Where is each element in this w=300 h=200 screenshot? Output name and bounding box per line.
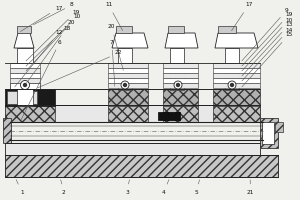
Bar — [163, 68, 198, 73]
Bar — [213, 68, 260, 73]
Text: 8: 8 — [34, 2, 74, 25]
Bar — [7, 91, 37, 104]
Bar — [213, 78, 260, 83]
Bar — [108, 78, 148, 83]
Polygon shape — [14, 33, 34, 48]
Text: 21: 21 — [247, 180, 254, 194]
Bar — [10, 83, 40, 89]
Bar — [5, 105, 260, 122]
Text: 10: 10 — [242, 18, 292, 71]
Polygon shape — [215, 33, 258, 48]
Text: 2: 2 — [61, 180, 66, 194]
Bar — [213, 89, 260, 106]
Bar — [5, 143, 260, 155]
Text: 12: 12 — [15, 30, 62, 87]
Circle shape — [230, 84, 233, 86]
Text: 9: 9 — [242, 7, 289, 61]
Polygon shape — [112, 33, 148, 48]
Text: 3: 3 — [125, 180, 129, 194]
Text: 10: 10 — [26, 15, 80, 66]
Text: 5: 5 — [195, 180, 200, 194]
Bar — [163, 63, 198, 68]
Bar — [5, 105, 55, 122]
Bar — [275, 122, 283, 132]
Bar — [225, 48, 239, 90]
Text: 19: 19 — [242, 12, 292, 66]
Bar — [213, 83, 260, 88]
Text: 4: 4 — [162, 180, 169, 194]
Circle shape — [23, 84, 26, 86]
Text: 17: 17 — [232, 2, 252, 31]
Bar — [163, 89, 198, 106]
Bar — [213, 73, 260, 78]
Bar — [10, 68, 40, 73]
Bar — [260, 118, 278, 148]
Bar — [163, 105, 198, 122]
Bar — [3, 118, 11, 143]
Bar — [10, 78, 40, 83]
Text: 17: 17 — [20, 5, 62, 32]
Text: 19: 19 — [26, 9, 80, 61]
Bar — [5, 155, 278, 177]
Circle shape — [20, 80, 29, 90]
Circle shape — [121, 81, 129, 89]
Bar — [108, 89, 148, 106]
Text: 11: 11 — [105, 2, 123, 31]
Bar — [163, 83, 198, 88]
Bar — [108, 83, 148, 88]
Circle shape — [124, 84, 127, 86]
Circle shape — [174, 81, 182, 89]
Text: 6: 6 — [21, 40, 62, 120]
Bar — [213, 63, 260, 68]
Bar — [10, 73, 40, 78]
Bar — [10, 63, 40, 68]
Bar — [158, 112, 180, 120]
Bar — [17, 26, 31, 33]
Polygon shape — [165, 33, 198, 48]
Bar — [262, 122, 274, 144]
Bar — [213, 105, 260, 122]
Text: 20: 20 — [108, 24, 123, 70]
Bar — [170, 48, 184, 90]
Bar — [17, 48, 33, 106]
Circle shape — [176, 84, 179, 86]
Bar — [168, 26, 184, 33]
Text: 13: 13 — [242, 22, 292, 76]
Bar — [116, 26, 132, 33]
Bar — [118, 48, 132, 90]
Text: 20: 20 — [26, 20, 76, 71]
Circle shape — [228, 81, 236, 89]
Bar — [108, 63, 148, 68]
Bar — [108, 68, 148, 73]
Text: 1: 1 — [16, 180, 24, 194]
Bar — [163, 78, 198, 83]
Text: 18: 18 — [27, 25, 70, 83]
Text: 15: 15 — [242, 32, 292, 87]
Text: 14: 14 — [242, 27, 292, 81]
Bar — [108, 73, 148, 78]
Bar — [218, 26, 236, 33]
Text: 22: 22 — [38, 50, 122, 88]
Text: 7: 7 — [110, 40, 115, 86]
Bar — [5, 89, 55, 106]
Bar — [108, 105, 148, 122]
Bar — [163, 73, 198, 78]
